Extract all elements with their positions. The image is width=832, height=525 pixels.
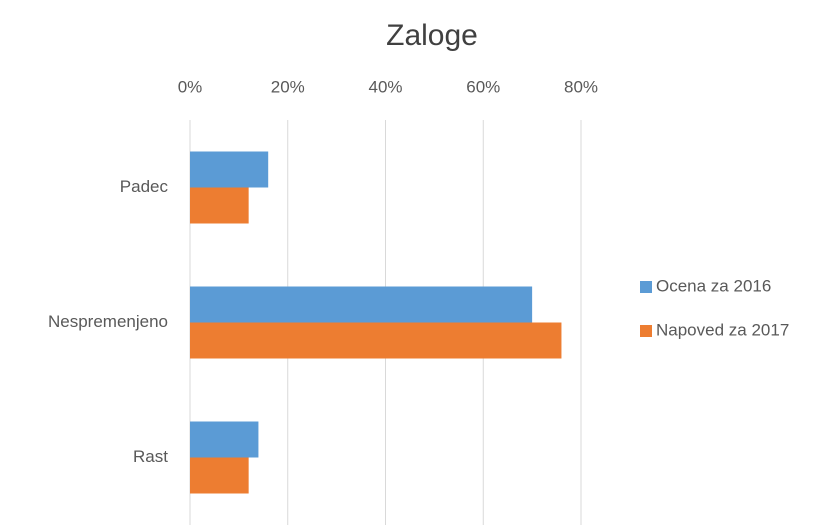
x-tick-label: 80% [564,77,598,96]
bar [190,457,249,494]
bar [190,151,269,188]
legend-label: Napoved za 2017 [656,320,789,339]
x-tick-label: 0% [178,77,203,96]
x-tick-label: 60% [466,77,500,96]
x-tick-label: 40% [368,77,402,96]
bar [190,322,562,359]
y-tick-label: Rast [133,447,168,466]
chart-title: Zaloge [386,19,478,52]
bar [190,286,533,323]
x-tick-label: 20% [271,77,305,96]
legend-swatch [640,325,652,337]
bar [190,187,249,224]
bar [190,421,259,458]
legend-swatch [640,281,652,293]
y-tick-label: Nespremenjeno [48,312,168,331]
y-tick-label: Padec [120,177,169,196]
legend-label: Ocena za 2016 [656,276,771,295]
